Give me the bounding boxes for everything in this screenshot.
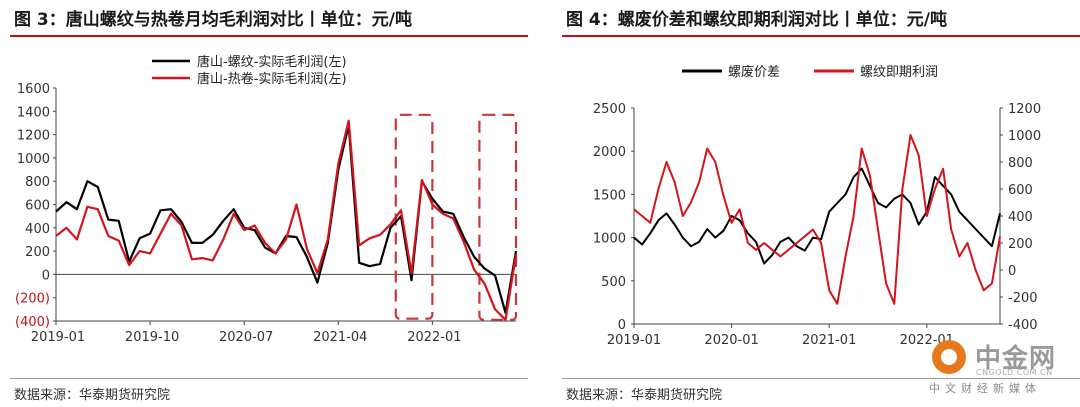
left-y-tick-label: 400 bbox=[25, 222, 50, 237]
left-series-line-0 bbox=[55, 124, 518, 314]
left-dashed-box-1 bbox=[478, 113, 518, 321]
right-bottom-rule bbox=[562, 378, 1080, 379]
left-x-tick-label: 2019-10 bbox=[125, 330, 179, 345]
left-legend-label-0: 唐山-螺纹-实际毛利润(左) bbox=[197, 54, 347, 70]
right-right-y-tick-label: -200 bbox=[1008, 291, 1038, 306]
right-right-y-tick-label: 200 bbox=[1008, 237, 1033, 252]
left-chart-panel: 图 3：唐山螺纹与热卷月均毛利润对比丨单位：元/吨 1600 1400 1200 10… bbox=[0, 0, 528, 407]
left-x-tick-label: 2020-07 bbox=[219, 330, 273, 345]
right-x-tick-label: 2021-01 bbox=[802, 333, 856, 348]
right-x-tick-label: 2020-01 bbox=[704, 333, 758, 348]
left-y-tick-label: (400) bbox=[15, 315, 50, 330]
right-right-y-tick-label: 600 bbox=[1008, 183, 1033, 198]
right-chart-title: 图 4：螺废价差和螺纹即期利润对比丨单位：元/吨 bbox=[566, 10, 947, 30]
right-left-y-tick-label: 2500 bbox=[593, 102, 626, 117]
right-source-note: 数据来源：华泰期货研究院 bbox=[566, 388, 723, 403]
left-y-tick-label: 1000 bbox=[17, 152, 50, 167]
left-y-tick-label: 1600 bbox=[17, 82, 50, 97]
right-x-tick-label: 2019-01 bbox=[607, 333, 661, 348]
left-y-tick-label: (200) bbox=[15, 292, 50, 307]
right-title-rule bbox=[562, 35, 1080, 37]
left-source-note: 数据来源：华泰期货研究院 bbox=[14, 388, 171, 403]
left-legend-label-1: 唐山-热卷-实际毛利润(左) bbox=[197, 71, 347, 87]
left-y-tick-label: 200 bbox=[25, 245, 50, 260]
right-right-y-tick-label: 1000 bbox=[1008, 129, 1041, 144]
left-x-tick-label: 2022-01 bbox=[407, 330, 461, 345]
right-legend-label-0: 螺废价差 bbox=[728, 64, 780, 80]
right-right-y-tick-label: -400 bbox=[1008, 318, 1038, 333]
watermark-logo-icon bbox=[932, 340, 966, 374]
right-legend-label-1: 螺纹即期利润 bbox=[860, 65, 938, 80]
left-bottom-rule bbox=[10, 378, 528, 379]
left-chart-title: 图 3：唐山螺纹与热卷月均毛利润对比丨单位：元/吨 bbox=[14, 10, 412, 30]
right-left-y-tick-label: 500 bbox=[601, 275, 626, 290]
right-left-y-tick-label: 1000 bbox=[593, 232, 626, 247]
left-x-tick-label: 2019-01 bbox=[31, 330, 85, 345]
right-right-y-tick-label: 1200 bbox=[1008, 102, 1041, 117]
left-x-tick-label: 2021-04 bbox=[313, 330, 367, 345]
right-left-y-tick-label: 1500 bbox=[593, 188, 626, 203]
left-y-tick-label: 600 bbox=[25, 199, 50, 214]
right-left-y-tick-label: 0 bbox=[618, 318, 626, 333]
right-chart-svg: 0 500 1000 1500 2000 2500 -400 -200 0 200 400 600 80… bbox=[593, 64, 1041, 348]
right-right-y-tick-label: 400 bbox=[1008, 210, 1033, 225]
watermark-subtitle: 中文财经新媒体 bbox=[929, 382, 1041, 395]
right-right-y-tick-label: 0 bbox=[1008, 264, 1016, 279]
watermark-url: CNGOLD.COM.CN bbox=[976, 368, 1053, 377]
watermark-name: 中金网 bbox=[975, 344, 1057, 374]
left-chart-svg: 16001400120010008006004002000(200)(400)2… bbox=[15, 54, 518, 345]
left-y-tick-label: 0 bbox=[42, 268, 50, 283]
right-right-y-tick-label: 800 bbox=[1008, 156, 1033, 171]
left-y-tick-label: 1200 bbox=[17, 129, 50, 144]
left-title-rule bbox=[10, 35, 528, 37]
right-left-y-tick-label: 2000 bbox=[593, 145, 626, 160]
left-y-tick-label: 1400 bbox=[17, 105, 50, 120]
left-y-tick-label: 800 bbox=[25, 175, 50, 190]
left-series-line-1 bbox=[55, 119, 518, 321]
right-chart-panel: 图 4：螺废价差和螺纹即期利润对比丨单位：元/吨 0 500 1000 1500 200… bbox=[552, 0, 1080, 407]
right-series-line-1 bbox=[633, 134, 1001, 305]
